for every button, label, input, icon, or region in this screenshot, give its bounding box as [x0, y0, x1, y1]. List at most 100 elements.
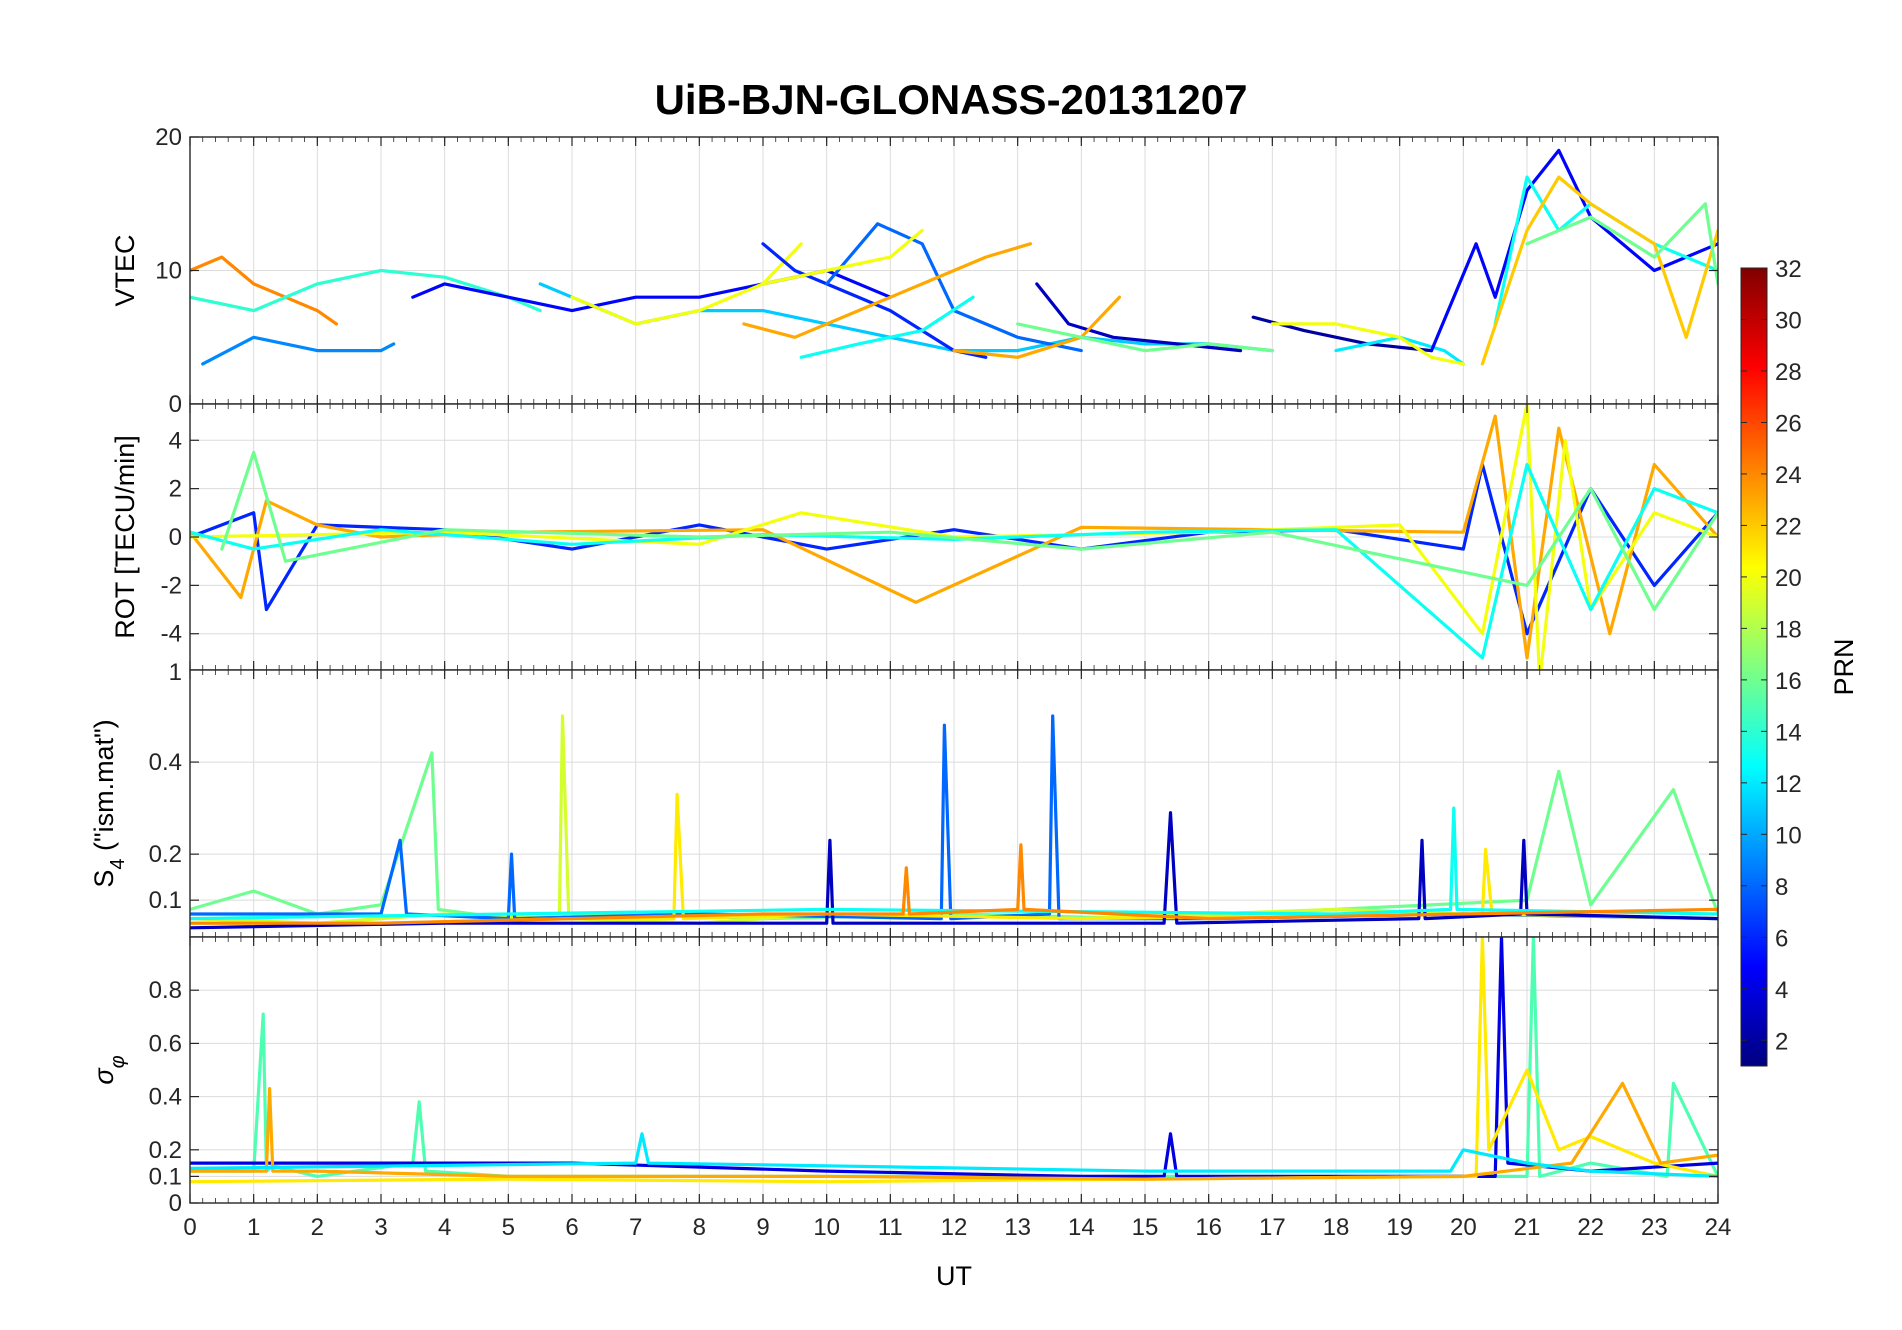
- colorbar-tick-label: 22: [1775, 513, 1802, 540]
- y-axis-label: σφ: [89, 1055, 129, 1084]
- colorbar-tick-label: 6: [1775, 925, 1788, 952]
- x-tick-label: 18: [1323, 1214, 1350, 1241]
- x-tick-label: 20: [1450, 1214, 1477, 1241]
- y-tick-label: 0.8: [149, 977, 182, 1004]
- y-tick-label: 0: [169, 391, 182, 418]
- series-line-prn-20: [190, 404, 1718, 670]
- panel-rot: -4 -2 0 2 4 ROT [TECU/min]: [110, 403, 1719, 671]
- colorbar-tick-label: 8: [1775, 874, 1788, 901]
- colorbar-tick-label: 28: [1775, 359, 1802, 386]
- x-tick-label: 11: [878, 1214, 903, 1241]
- series-line-prn-20: [1270, 322, 1465, 366]
- x-tick-label: 5: [502, 1214, 515, 1241]
- x-tick-label: 21: [1514, 1214, 1541, 1241]
- colorbar-tick-label: 30: [1775, 307, 1802, 334]
- colorbar-tick-label: 10: [1775, 822, 1802, 849]
- series-line-prn-9: [201, 335, 396, 366]
- x-tick-label: 19: [1386, 1214, 1413, 1241]
- colorbar-tick-label: 16: [1775, 668, 1802, 695]
- x-tick-label: 3: [374, 1214, 387, 1241]
- series-group: [190, 937, 1718, 1184]
- colorbar-tick-label: 14: [1775, 719, 1802, 746]
- x-tick-label: 6: [565, 1214, 578, 1241]
- series-line-prn-12: [1334, 335, 1465, 366]
- chart-title: UiB-BJN-GLONASS-20131207: [655, 76, 1248, 123]
- x-tick-label: 24: [1705, 1214, 1732, 1241]
- y-axis-label: ROT [TECU/min]: [110, 435, 140, 639]
- series-line-prn-16: [220, 450, 1718, 612]
- colorbar-tick-label: 18: [1775, 616, 1802, 643]
- series-line-prn-23: [952, 295, 1122, 359]
- colorbar-tick-label: 26: [1775, 410, 1802, 437]
- x-tick-label: 9: [756, 1214, 769, 1241]
- x-tick-label: 15: [1132, 1214, 1159, 1241]
- series-line-prn-22: [1480, 175, 1718, 366]
- series-group: [190, 148, 1718, 366]
- x-tick-label: 4: [438, 1214, 451, 1241]
- y-axis-label: S4 ("ism.mat"): [89, 719, 129, 887]
- y-tick-label: 4: [169, 427, 182, 454]
- series-line-prn-13: [190, 462, 1718, 660]
- x-tick-label: 13: [1004, 1214, 1031, 1241]
- y-tick-label: 0: [169, 524, 182, 551]
- panel-s4: 0.1 0.2 0.4 1 S4 ("ism.mat"): [89, 659, 1719, 938]
- x-tick-label: 23: [1641, 1214, 1668, 1241]
- x-tick-label: 2: [311, 1214, 324, 1241]
- series-line-prn-16: [1016, 322, 1274, 353]
- series-line-prn-23: [190, 414, 1718, 660]
- series-line-prn-20: [570, 242, 803, 326]
- series-line-prn-16: [1525, 202, 1718, 286]
- y-tick-label: -2: [161, 572, 182, 599]
- y-tick-label: -4: [161, 621, 182, 648]
- series-line-prn-5: [1429, 148, 1718, 353]
- series-line-prn-23: [742, 242, 1033, 339]
- y-tick-label: 0.6: [149, 1030, 182, 1057]
- series-group: [190, 404, 1718, 670]
- series-line-prn-3: [190, 811, 1718, 930]
- y-tick-label: 0.1: [149, 887, 182, 914]
- series-group: [190, 714, 1718, 930]
- y-tick-label-overlap: 1: [169, 659, 182, 686]
- series-line-prn-13: [190, 806, 1718, 921]
- x-tick-label: 7: [629, 1214, 642, 1241]
- x-tick-label: 17: [1259, 1214, 1286, 1241]
- series-line-prn-21: [190, 937, 1718, 1184]
- colorbar-tick-label: 4: [1775, 977, 1788, 1004]
- series-line-prn-20: [761, 228, 924, 286]
- y-tick-label: 0.2: [149, 841, 182, 868]
- y-tick-label: 2: [169, 476, 182, 503]
- colorbar-tick-label: 2: [1775, 1028, 1788, 1055]
- x-tick-label: 22: [1577, 1214, 1604, 1241]
- series-line-prn-13: [799, 295, 975, 359]
- y-tick-label: 0: [169, 1190, 182, 1217]
- x-axis-label: UT: [936, 1261, 972, 1291]
- x-tick-label: 0: [183, 1214, 196, 1241]
- colorbar-label: PRN: [1829, 638, 1859, 695]
- y-tick-label: 0.4: [149, 1084, 182, 1111]
- y-axis-label: VTEC: [110, 234, 140, 306]
- colorbar-tick-label: 12: [1775, 771, 1802, 798]
- series-line-prn-24: [190, 255, 338, 326]
- y-tick-label: 0.2: [149, 1137, 182, 1164]
- x-tick-label: 16: [1195, 1214, 1222, 1241]
- series-line-prn-24: [190, 843, 1718, 925]
- y-tick-label: 0.1: [149, 1163, 182, 1190]
- colorbar-strip: [1740, 267, 1768, 1067]
- x-tick-label: 12: [941, 1214, 968, 1241]
- y-tick-label: 20: [155, 124, 182, 151]
- panel-vtec: 0 10 20 VTEC: [110, 124, 1719, 418]
- series-line-prn-12: [190, 1132, 1718, 1179]
- colorbar-tick-label: 32: [1775, 256, 1802, 283]
- y-tick-label: 10: [155, 258, 182, 285]
- x-tick-label: 8: [693, 1214, 706, 1241]
- series-line-prn-23: [190, 1081, 1718, 1181]
- colorbar-tick-label: 20: [1775, 565, 1802, 592]
- x-tick-label: 14: [1068, 1214, 1095, 1241]
- x-tick-label: 10: [813, 1214, 840, 1241]
- x-tick-label: 1: [247, 1214, 260, 1241]
